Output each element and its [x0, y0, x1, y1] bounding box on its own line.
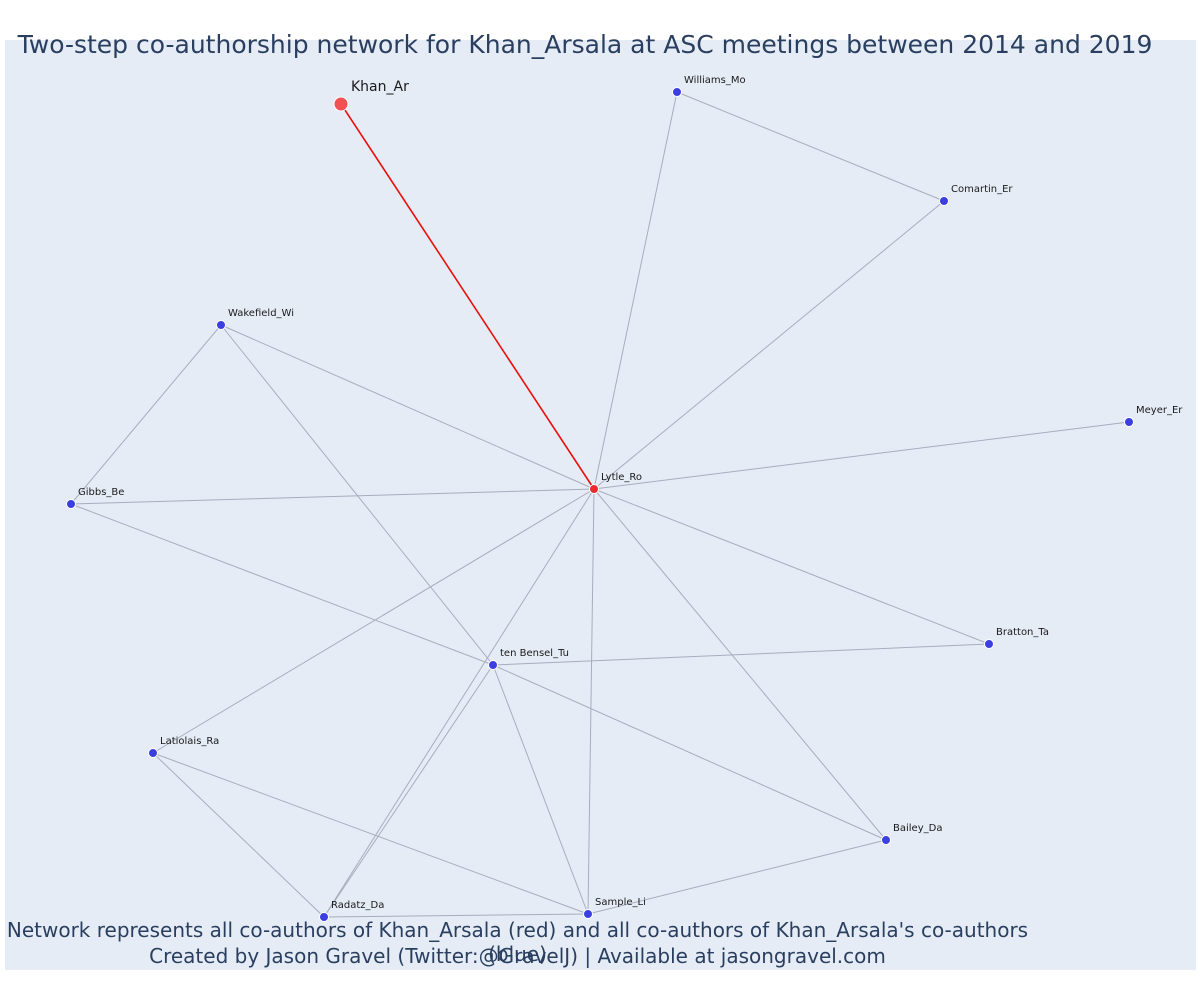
node-Wakefield_Wi[interactable]: Wakefield_Wi: [216, 308, 295, 330]
node-Khan_Ar[interactable]: Khan_Ar: [333, 79, 409, 112]
node-Lytle_Ro[interactable]: Lytle_Ro: [589, 472, 643, 494]
edge-ten Bensel_Tu-Sample_Li: [492, 664, 589, 915]
node-marker[interactable]: [1124, 417, 1134, 427]
edge-ten Bensel_Tu-Bailey_Da: [492, 664, 887, 841]
node-label: Lytle_Ro: [601, 472, 642, 483]
edge-Wakefield_Wi-ten Bensel_Tu: [220, 324, 494, 666]
node-label: Sample_Li: [595, 897, 646, 908]
edge-Lytle_Ro-Sample_Li: [587, 488, 595, 915]
node-Bailey_Da[interactable]: Bailey_Da: [881, 823, 943, 845]
node-Radatz_Da[interactable]: Radatz_Da: [319, 900, 385, 922]
edge-Lytle_Ro-Bailey_Da: [593, 488, 887, 841]
edge-Radatz_Da-Sample_Li: [323, 913, 589, 918]
node-label: Meyer_Er: [1136, 405, 1183, 416]
node-marker[interactable]: [333, 96, 349, 112]
edge-Khan_Ar-Lytle_Ro: [340, 103, 595, 490]
edge-Latiolais_Ra-Sample_Li: [152, 752, 589, 915]
node-label: Gibbs_Be: [78, 487, 124, 498]
node-marker[interactable]: [66, 499, 76, 509]
node-Meyer_Er[interactable]: Meyer_Er: [1124, 405, 1184, 427]
edge-Lytle_Ro-Gibbs_Be: [70, 488, 595, 505]
node-marker[interactable]: [984, 639, 994, 649]
node-Gibbs_Be[interactable]: Gibbs_Be: [66, 487, 125, 509]
node-label: Khan_Ar: [351, 79, 409, 95]
node-Comartin_Er[interactable]: Comartin_Er: [939, 184, 1014, 206]
caption-line-1: Network represents all co-authors of Kha…: [6, 918, 1029, 966]
nodes-layer: Khan_Ar Lytle_Ro Williams_Mo Comartin_Er Wak…: [66, 75, 1184, 922]
edge-Latiolais_Ra-Radatz_Da: [152, 752, 325, 918]
edge-Williams_Mo-Comartin_Er: [676, 91, 945, 202]
node-Bratton_Ta[interactable]: Bratton_Ta: [984, 627, 1049, 649]
edge-Lytle_Ro-Williams_Mo: [593, 91, 678, 490]
node-label: Bratton_Ta: [996, 627, 1049, 638]
edge-Lytle_Ro-Latiolais_Ra: [152, 488, 595, 754]
caption-line-2: Created by Jason Gravel (Twitter:@Gravel…: [149, 944, 886, 968]
node-marker[interactable]: [216, 320, 226, 330]
node-marker[interactable]: [319, 912, 329, 922]
node-marker[interactable]: [148, 748, 158, 758]
node-label: Williams_Mo: [684, 75, 746, 86]
node-marker[interactable]: [939, 196, 949, 206]
edge-Sample_Li-Bailey_Da: [587, 839, 887, 915]
edge-Wakefield_Wi-Gibbs_Be: [70, 324, 222, 505]
node-Williams_Mo[interactable]: Williams_Mo: [672, 75, 746, 97]
node-label: Radatz_Da: [331, 900, 384, 911]
edge-Lytle_Ro-Wakefield_Wi: [220, 324, 595, 490]
edge-Gibbs_Be-ten Bensel_Tu: [70, 503, 494, 666]
edge-Lytle_Ro-Radatz_Da: [323, 488, 595, 918]
node-label: Bailey_Da: [893, 823, 942, 834]
node-marker[interactable]: [488, 660, 498, 670]
node-Latiolais_Ra[interactable]: Latiolais_Ra: [148, 736, 220, 758]
edge-ten Bensel_Tu-Bratton_Ta: [492, 643, 990, 666]
node-Sample_Li[interactable]: Sample_Li: [583, 897, 646, 919]
edge-Lytle_Ro-Bratton_Ta: [593, 488, 990, 645]
node-label: ten Bensel_Tu: [500, 648, 569, 659]
edge-Lytle_Ro-Comartin_Er: [593, 200, 945, 490]
node-marker[interactable]: [583, 909, 593, 919]
node-marker[interactable]: [589, 484, 599, 494]
edge-Lytle_Ro-Meyer_Er: [593, 421, 1130, 490]
plot-area: [5, 40, 1196, 970]
chart-title: Two-step co-authorship network for Khan_…: [17, 30, 1153, 59]
node-marker[interactable]: [672, 87, 682, 97]
node-label: Wakefield_Wi: [228, 308, 294, 319]
node-ten Bensel_Tu[interactable]: ten Bensel_Tu: [488, 648, 570, 670]
edges-layer: [70, 91, 1130, 918]
edge-ten Bensel_Tu-Radatz_Da: [323, 664, 494, 918]
node-marker[interactable]: [881, 835, 891, 845]
node-label: Comartin_Er: [951, 184, 1013, 195]
node-label: Latiolais_Ra: [160, 736, 219, 747]
